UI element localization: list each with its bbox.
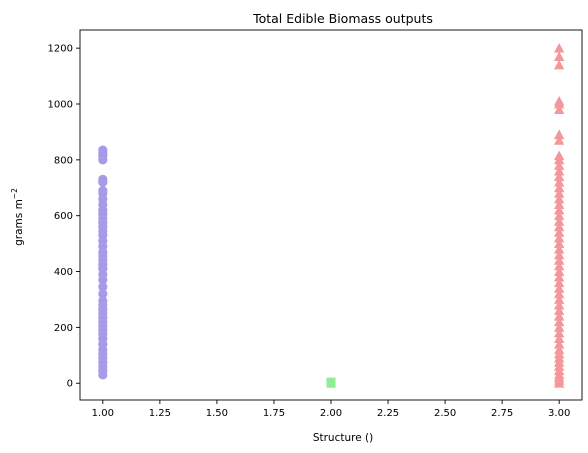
triangle-marker [553,255,565,265]
triangle-marker [553,150,565,161]
triangle-marker [553,165,565,176]
triangle-marker [553,344,565,355]
x-tick-label: 1.50 [206,408,228,419]
x-tick-label: 2.75 [491,408,513,419]
y-axis-label-text: grams m [13,199,25,246]
y-tick-label: 600 [54,211,73,222]
x-tick-label: 2.25 [377,408,399,419]
x-axis-ticks: 1.00 1.25 1.50 1.75 2.00 2.25 2.50 2.75 3.00 [92,400,570,419]
y-tick-label: 200 [54,323,73,334]
triangle-marker [553,104,565,115]
x-tick-label: 1.25 [149,408,171,419]
triangle-marker [553,216,565,226]
triangle-marker [553,288,565,299]
circle-marker [98,289,108,299]
triangle-marker [553,327,565,338]
triangle-marker [553,271,565,282]
triangle-marker [553,199,565,209]
circle-marker [98,282,108,292]
x-tick-label: 1.00 [92,408,114,419]
chart-title: Total Edible Biomass outputs [252,11,433,26]
triangle-marker [553,182,565,193]
x-tick-label: 1.75 [263,408,285,419]
triangle-marker [553,188,565,198]
y-axis-ticks: 0 200 400 600 800 1000 1200 [48,44,80,390]
y-axis-label: grams m−2 [10,188,25,246]
triangle-marker [553,227,565,237]
triangle-marker [553,210,565,221]
data-markers [98,42,565,388]
triangle-marker [553,260,565,271]
x-axis-label: Structure () [313,432,373,444]
y-tick-label: 800 [54,155,73,166]
triangle-marker [553,51,565,61]
circle-marker [98,174,108,184]
x-tick-label: 3.00 [548,408,570,419]
y-axis-label-superscript: −2 [10,188,19,199]
triangle-marker [553,135,565,145]
triangle-marker [553,333,565,343]
triangle-marker [553,338,565,349]
triangle-marker [553,42,565,53]
triangle-marker [553,129,565,140]
triangle-marker [553,283,565,293]
triangle-marker [553,311,565,321]
triangle-marker [553,221,565,232]
y-tick-label: 0 [67,379,73,390]
triangle-marker [553,232,565,243]
y-tick-label: 1000 [48,100,73,111]
circle-marker [98,145,108,155]
square-marker [326,377,336,387]
circle-marker [98,185,108,196]
triangle-marker [553,160,565,170]
triangle-marker [553,277,565,288]
plot-area-frame [79,29,583,401]
triangle-marker [553,193,565,204]
circle-marker [98,296,108,306]
x-tick-label: 2.50 [434,408,456,419]
triangle-marker [553,204,565,215]
triangle-marker [553,322,565,332]
y-tick-label: 1200 [48,44,73,55]
y-tick-label: 400 [54,267,73,278]
triangle-marker [553,176,565,187]
triangle-marker [553,238,565,249]
triangle-marker [553,171,565,182]
triangle-marker [553,299,565,310]
triangle-marker [553,294,565,304]
triangle-marker [553,59,565,70]
triangle-marker [553,96,565,106]
x-tick-label: 2.00 [320,408,342,419]
triangle-marker [553,266,565,276]
triangle-marker [553,244,565,254]
triangle-marker [553,316,565,327]
triangle-marker [553,305,565,316]
triangle-marker [553,249,565,260]
